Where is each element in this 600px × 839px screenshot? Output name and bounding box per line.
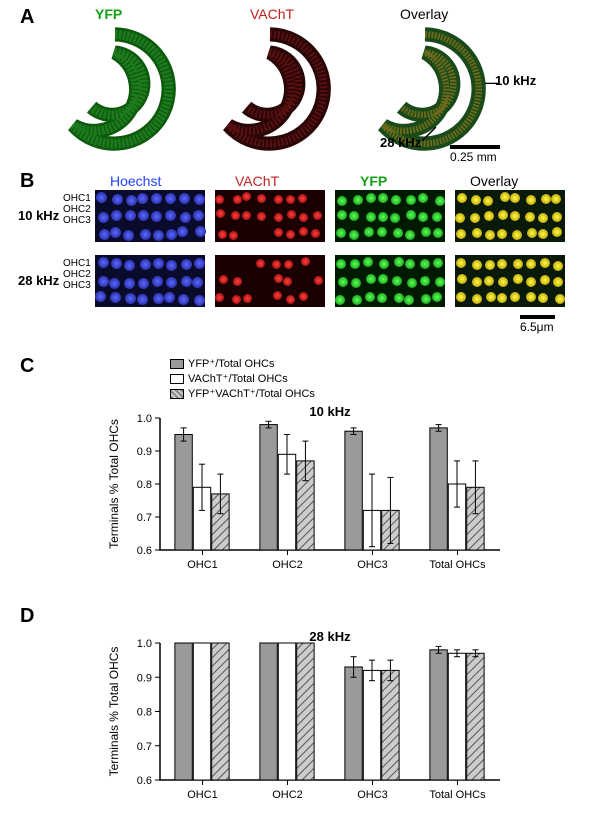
- svg-text:0.8: 0.8: [137, 479, 152, 491]
- svg-text:10 kHz: 10 kHz: [309, 404, 351, 419]
- svg-text:OHC3: OHC3: [357, 559, 388, 571]
- svg-text:0.6: 0.6: [137, 545, 152, 557]
- chart-legend: YFP⁺/Total OHCs VAChT⁺/Total OHCs YFP⁺VA…: [170, 357, 315, 402]
- svg-text:28 kHz: 28 kHz: [309, 629, 351, 644]
- thumb-28-vacht: [215, 255, 325, 307]
- panel-a-label: A: [20, 6, 34, 29]
- svg-text:Total OHCs: Total OHCs: [429, 559, 486, 571]
- annot-10khz: — 10 kHz: [495, 73, 536, 88]
- legend-item-both: YFP⁺VAChT⁺/Total OHCs: [170, 387, 315, 400]
- row2-ohc: OHC1 OHC2 OHC3: [63, 258, 91, 291]
- row2-freq: 28 kHz: [18, 273, 59, 288]
- svg-text:1.0: 1.0: [137, 413, 152, 425]
- legend-item-vacht: VAChT⁺/Total OHCs: [170, 372, 315, 385]
- svg-text:1.0: 1.0: [137, 638, 152, 650]
- svg-text:0.6: 0.6: [137, 775, 152, 787]
- svg-text:OHC1: OHC1: [187, 559, 218, 571]
- panel-a-col-yfp: YFP: [95, 6, 122, 22]
- panel-b-col-yfp: YFP: [360, 173, 387, 189]
- svg-text:Total OHCs: Total OHCs: [429, 789, 486, 801]
- svg-text:0.7: 0.7: [137, 512, 152, 524]
- scalebar-a: [450, 145, 500, 149]
- panel-b-col-hoechst: Hoechst: [110, 173, 161, 189]
- row1-ohc: OHC1 OHC2 OHC3: [63, 193, 91, 226]
- panel-b-col-vacht: VAChT: [235, 173, 279, 189]
- panel-b-col-overlay: Overlay: [470, 173, 518, 189]
- svg-text:OHC3: OHC3: [357, 789, 388, 801]
- svg-text:OHC2: OHC2: [272, 559, 303, 571]
- svg-text:0.9: 0.9: [137, 446, 152, 458]
- spiral-vacht: [205, 24, 335, 154]
- thumb-10-yfp: [335, 190, 445, 242]
- thumb-10-overlay: [455, 190, 565, 242]
- panel-c-label: C: [20, 355, 34, 378]
- scalebar-b: [520, 315, 555, 319]
- panel-a-col-overlay: Overlay: [400, 6, 448, 22]
- svg-text:0.9: 0.9: [137, 672, 152, 684]
- legend-item-yfp: YFP⁺/Total OHCs: [170, 357, 315, 370]
- thumb-28-yfp: [335, 255, 445, 307]
- svg-text:Terminals % Total OHCs: Terminals % Total OHCs: [107, 647, 121, 777]
- annot-28khz: 28 kHz: [380, 135, 421, 150]
- row1-freq: 10 kHz: [18, 208, 59, 223]
- thumb-10-hoechst: [95, 190, 205, 242]
- svg-text:Terminals % Total OHCs: Terminals % Total OHCs: [107, 419, 121, 549]
- thumb-28-overlay: [455, 255, 565, 307]
- panel-b-label: B: [20, 170, 34, 193]
- thumb-10-vacht: [215, 190, 325, 242]
- scalebar-a-text: 0.25 mm: [450, 150, 497, 164]
- panel-a-col-vacht: VAChT: [250, 6, 294, 22]
- thumb-28-hoechst: [95, 255, 205, 307]
- panel-d-label: D: [20, 605, 34, 628]
- scalebar-b-text: 6.5μm: [520, 320, 554, 334]
- svg-text:0.7: 0.7: [137, 741, 152, 753]
- spiral-yfp: [50, 24, 180, 154]
- svg-text:OHC2: OHC2: [272, 789, 303, 801]
- chart-d: 0.6 0.7 0.8 0.9 1.0 Terminals % Total OHCs 28 …: [100, 625, 510, 820]
- chart-c: 0.6 0.7 0.8 0.9 1.0 Terminals % Total OHCs 10 …: [100, 400, 510, 590]
- svg-text:OHC1: OHC1: [187, 789, 218, 801]
- svg-text:0.8: 0.8: [137, 707, 152, 719]
